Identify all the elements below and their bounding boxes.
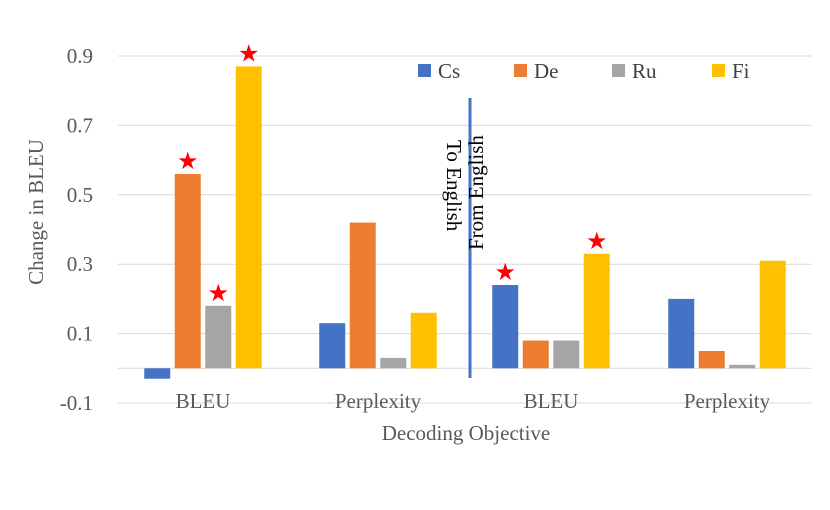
category-label: Perplexity (335, 389, 422, 413)
bar-ru-1 (380, 357, 407, 369)
legend-swatch-fi (712, 64, 725, 77)
divider-label-from-english: From English (464, 135, 488, 250)
y-axis-title: Change in BLEU (24, 139, 48, 285)
legend-swatch-cs (418, 64, 431, 77)
bar-de-0 (174, 173, 201, 369)
gridlines (118, 55, 812, 404)
bar-fi-1 (410, 312, 437, 369)
bar-de-2 (522, 340, 549, 369)
bar-ru-2 (553, 340, 580, 369)
bar-de-1 (349, 222, 376, 369)
legend-label-ru: Ru (632, 59, 657, 83)
legend-label-fi: Fi (732, 59, 750, 83)
y-tick-label: 0.5 (67, 183, 93, 207)
significance-star: ★ (586, 227, 608, 255)
legend-label-cs: Cs (438, 59, 460, 83)
bar-cs-3 (668, 298, 695, 369)
category-labels: BLEU Perplexity BLEU Perplexity (176, 389, 771, 413)
significance-star: ★ (207, 279, 229, 307)
bar-ru-3 (729, 364, 756, 369)
legend: Cs De Ru Fi (418, 59, 750, 83)
y-tick-label: -0.1 (60, 391, 93, 415)
bar-fi-0 (235, 66, 262, 369)
bars (144, 66, 786, 379)
legend-swatch-de (514, 64, 527, 77)
significance-markers: ★ ★ ★ ★ ★ (177, 39, 608, 306)
significance-star: ★ (238, 39, 260, 67)
y-tick-labels: -0.1 0.1 0.3 0.5 0.7 0.9 (60, 44, 93, 415)
y-tick-label: 0.1 (67, 322, 93, 346)
y-tick-label: 0.7 (67, 113, 93, 137)
legend-swatch-ru (612, 64, 625, 77)
bar-fi-3 (759, 260, 786, 369)
legend-label-de: De (534, 59, 559, 83)
significance-star: ★ (177, 147, 199, 175)
direction-divider: To English From English (442, 98, 488, 378)
bar-de-3 (698, 350, 725, 369)
bar-ru-0 (205, 305, 232, 369)
category-label: BLEU (524, 389, 579, 413)
significance-star: ★ (494, 258, 516, 286)
divider-label-to-english: To English (442, 140, 466, 232)
y-tick-label: 0.9 (67, 44, 93, 68)
bar-fi-2 (583, 253, 610, 369)
bar-cs-1 (319, 323, 346, 369)
x-axis-title: Decoding Objective (382, 421, 551, 445)
bar-cs-0 (144, 368, 171, 379)
category-label: Perplexity (684, 389, 771, 413)
category-label: BLEU (176, 389, 231, 413)
y-tick-label: 0.3 (67, 252, 93, 276)
bar-cs-2 (492, 285, 519, 369)
